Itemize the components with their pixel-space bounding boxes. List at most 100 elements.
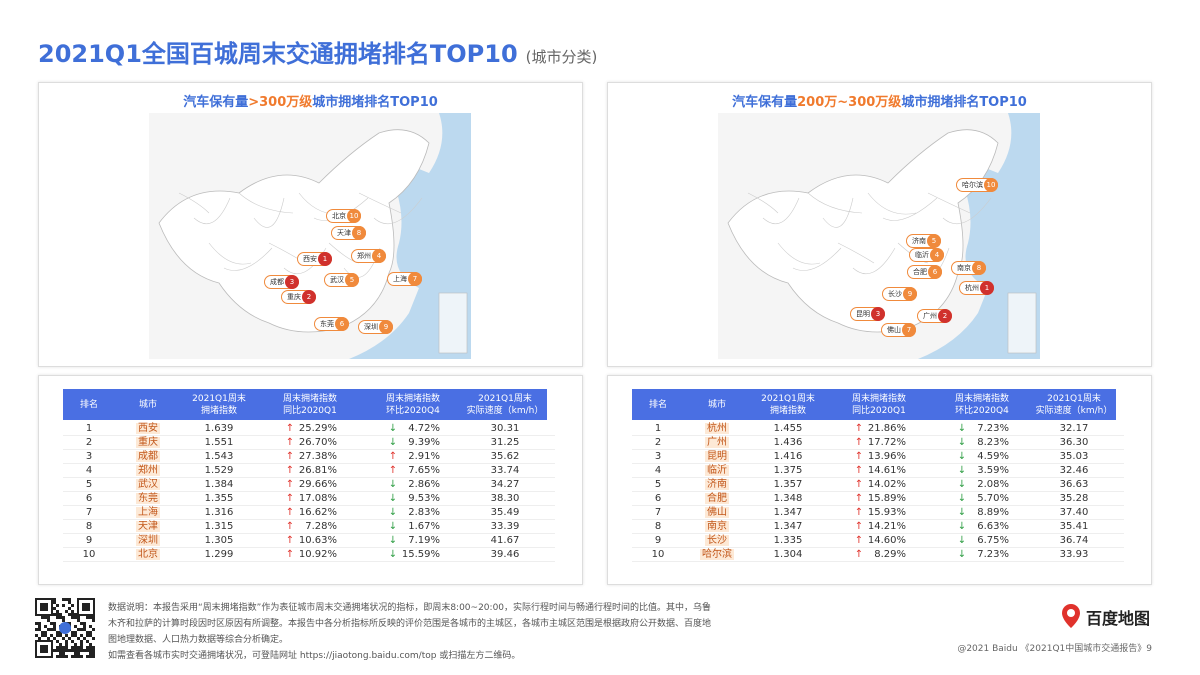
- table-cell: 1.304: [750, 548, 826, 562]
- row-divider: [63, 463, 555, 464]
- table-cell: ↑ 7.28%: [257, 520, 363, 534]
- map-marker: 杭州 1: [959, 281, 994, 295]
- change-value: 13.96%: [867, 451, 906, 462]
- cell-text: 1.348: [773, 493, 803, 504]
- marker-city: 临沂: [915, 251, 929, 259]
- cell-text: 1.315: [204, 521, 234, 532]
- cell-text: 1.304: [773, 549, 803, 560]
- map: [149, 113, 471, 359]
- cell-text: 8: [85, 521, 93, 532]
- table-cell: ↑ 10.92%: [257, 548, 363, 562]
- table-cell: ↑ 14.02%: [826, 478, 932, 492]
- table-cell: 1.639: [181, 422, 257, 436]
- cell-text: 1.416: [773, 451, 803, 462]
- table-cell: 成都: [115, 450, 181, 464]
- map-marker: 哈尔滨 10: [956, 178, 998, 192]
- table-cell: 36.63: [1032, 478, 1116, 492]
- table-cell: ↓ 1.67%: [363, 520, 463, 534]
- change-arrow: ↓: [388, 535, 398, 546]
- cell-text: 1.436: [773, 437, 803, 448]
- cell-text: 35.41: [1059, 521, 1089, 532]
- city-name: 武汉: [136, 479, 160, 490]
- change-value: 7.23%: [977, 549, 1009, 560]
- table-cell: 1: [632, 422, 684, 436]
- table-cell: ↑ 26.70%: [257, 436, 363, 450]
- table-cell: 3: [632, 450, 684, 464]
- table-cell: ↑ 16.62%: [257, 506, 363, 520]
- cell-text: 1.335: [773, 535, 803, 546]
- cell-text: 32.17: [1059, 423, 1089, 434]
- cell-text: 41.67: [490, 535, 520, 546]
- change-value: 1.67%: [408, 521, 440, 532]
- change-value: 8.89%: [977, 507, 1009, 518]
- change-arrow: ↑: [285, 493, 295, 504]
- cell-text: 2: [654, 437, 662, 448]
- cell-text: 7: [85, 507, 93, 518]
- cell-text: 1.455: [773, 423, 803, 434]
- cell-text: 9: [654, 535, 662, 546]
- table-cell: 5: [63, 478, 115, 492]
- map-marker: 武汉 5: [324, 273, 359, 287]
- change-arrow: ↑: [285, 437, 295, 448]
- change-value: 9.53%: [408, 493, 440, 504]
- cell-text: 10: [82, 549, 96, 560]
- city-name: 东莞: [136, 493, 160, 504]
- heading-post: 城市拥堵排名TOP10: [901, 95, 1027, 110]
- table-cell: ↑ 8.29%: [826, 548, 932, 562]
- heading-highlight: >300万级: [248, 95, 313, 110]
- change-value: 14.02%: [867, 479, 906, 490]
- change-value: 7.28%: [305, 521, 337, 532]
- table-cell: 31.25: [463, 436, 547, 450]
- table-cell: 1: [63, 422, 115, 436]
- table-cell: 35.62: [463, 450, 547, 464]
- marker-rank: 4: [372, 249, 386, 263]
- cell-text: 3: [85, 451, 93, 462]
- table-cell: 1.335: [750, 534, 826, 548]
- table-cell: 1.347: [750, 520, 826, 534]
- city-name: 临沂: [705, 465, 729, 476]
- change-value: 17.72%: [867, 437, 906, 448]
- change-arrow: ↑: [285, 507, 295, 518]
- table-cell: 广州: [684, 436, 750, 450]
- table-cell: 东莞: [115, 492, 181, 506]
- table-cell: ↑ 10.63%: [257, 534, 363, 548]
- cell-text: 6: [85, 493, 93, 504]
- table-panel: 排名 城市 2021Q1周末 拥堵指数 周末拥堵指数 同比2020Q1 周末拥堵指数 环…: [38, 375, 583, 585]
- table-cell: ↓ 6.75%: [932, 534, 1032, 548]
- map-marker: 天津 8: [331, 226, 366, 240]
- column-header: 周末拥堵指数 环比2020Q4: [932, 389, 1032, 420]
- change-arrow: ↑: [854, 437, 864, 448]
- change-value: 8.29%: [874, 549, 906, 560]
- change-arrow: ↑: [285, 451, 295, 462]
- cell-text: 4: [654, 465, 662, 476]
- change-arrow: ↑: [854, 521, 864, 532]
- table-cell: 1.299: [181, 548, 257, 562]
- table-cell: 32.46: [1032, 464, 1116, 478]
- table-cell: 4: [63, 464, 115, 478]
- heading-post: 城市拥堵排名TOP10: [312, 95, 438, 110]
- table-cell: 1.384: [181, 478, 257, 492]
- row-divider: [632, 519, 1124, 520]
- change-value: 29.66%: [298, 479, 337, 490]
- table-cell: ↓ 2.86%: [363, 478, 463, 492]
- table-cell: 杭州: [684, 422, 750, 436]
- cell-text: 1.384: [204, 479, 234, 490]
- table-cell: 10: [63, 548, 115, 562]
- change-arrow: ↓: [957, 479, 967, 490]
- cell-text: 1.357: [773, 479, 803, 490]
- table-cell: 1.347: [750, 506, 826, 520]
- change-arrow: ↑: [854, 479, 864, 490]
- marker-rank: 5: [345, 273, 359, 287]
- change-arrow: ↑: [285, 479, 295, 490]
- cell-text: 5: [85, 479, 93, 490]
- map: [718, 113, 1040, 359]
- table-cell: 西安: [115, 422, 181, 436]
- row-divider: [63, 477, 555, 478]
- change-value: 10.63%: [298, 535, 337, 546]
- table-cell: 1.375: [750, 464, 826, 478]
- table-cell: 武汉: [115, 478, 181, 492]
- map-marker: 广州 2: [917, 309, 952, 323]
- table-cell: 8: [63, 520, 115, 534]
- row-divider: [632, 463, 1124, 464]
- table-cell: ↓ 4.72%: [363, 422, 463, 436]
